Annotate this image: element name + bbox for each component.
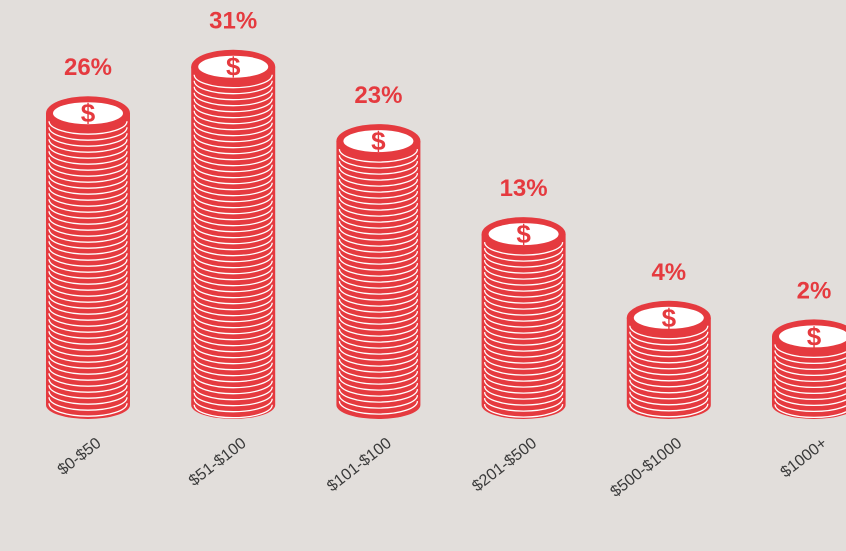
coin-stack: $ <box>336 124 420 419</box>
value-label: 31% <box>209 8 257 35</box>
x-tick-label: $500-$1000 <box>607 435 685 501</box>
chart: $26% $0-$50 $31% $51-$100 $23% $101-$100 $13% $… <box>0 0 846 551</box>
coin-stack: $ <box>772 319 846 419</box>
coin-stack: $ <box>46 96 130 419</box>
coin-symbol: $ <box>371 126 386 156</box>
coin-stack: $ <box>191 50 275 419</box>
value-label: 23% <box>354 82 402 109</box>
x-tick-label: $0-$50 <box>55 435 105 479</box>
x-tick-label: $1000+ <box>778 435 831 482</box>
stack-body <box>336 141 420 419</box>
coin-symbol: $ <box>807 321 822 351</box>
coin-symbol: $ <box>662 303 677 333</box>
value-label: 26% <box>64 54 112 81</box>
coin-symbol: $ <box>226 52 241 82</box>
x-tick-label: $51-$100 <box>186 435 250 490</box>
value-label: 13% <box>500 175 548 202</box>
coin-stack: $ <box>627 301 711 419</box>
x-tick-label: $201-$500 <box>469 435 540 496</box>
value-label: 4% <box>651 259 686 286</box>
coin-symbol: $ <box>81 98 96 128</box>
value-label: 2% <box>797 277 832 304</box>
coin-symbol: $ <box>516 219 531 249</box>
x-tick-label: $101-$100 <box>324 435 395 496</box>
coin-stack: $ <box>482 217 566 419</box>
page: {"chart_data": {"type": "coin-stack", "c… <box>0 0 846 551</box>
